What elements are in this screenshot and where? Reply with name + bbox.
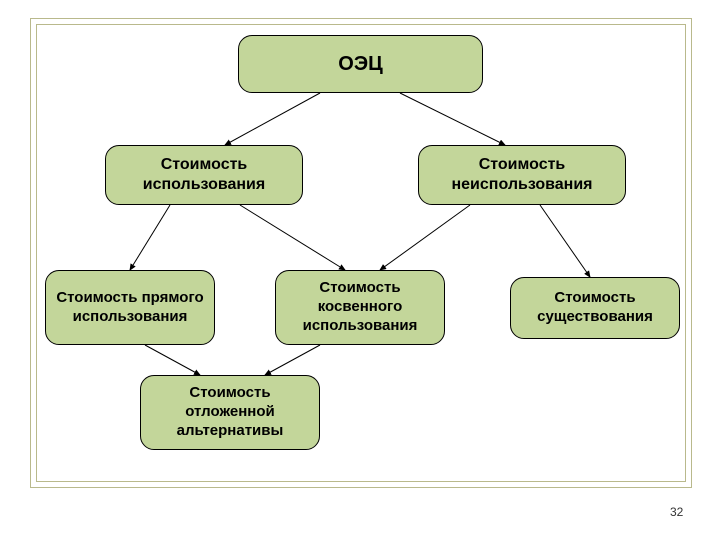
node-exist: Стоимость существования bbox=[510, 277, 680, 339]
node-nonuse-label: Стоимость неиспользования bbox=[427, 155, 617, 195]
page-number-text: 32 bbox=[670, 505, 683, 519]
node-root-label: ОЭЦ bbox=[338, 52, 382, 77]
node-root: ОЭЦ bbox=[238, 35, 483, 93]
node-indirect-label: Стоимость косвенного использования bbox=[284, 279, 436, 335]
node-direct-label: Стоимость прямого использования bbox=[54, 289, 206, 327]
node-use: Стоимость использования bbox=[105, 145, 303, 205]
node-defer-label: Стоимость отложенной альтернативы bbox=[149, 384, 311, 440]
node-use-label: Стоимость использования bbox=[114, 155, 294, 195]
node-exist-label: Стоимость существования bbox=[519, 289, 671, 327]
node-indirect: Стоимость косвенного использования bbox=[275, 270, 445, 345]
node-nonuse: Стоимость неиспользования bbox=[418, 145, 626, 205]
node-defer: Стоимость отложенной альтернативы bbox=[140, 375, 320, 450]
node-direct: Стоимость прямого использования bbox=[45, 270, 215, 345]
page-number: 32 bbox=[670, 505, 683, 519]
